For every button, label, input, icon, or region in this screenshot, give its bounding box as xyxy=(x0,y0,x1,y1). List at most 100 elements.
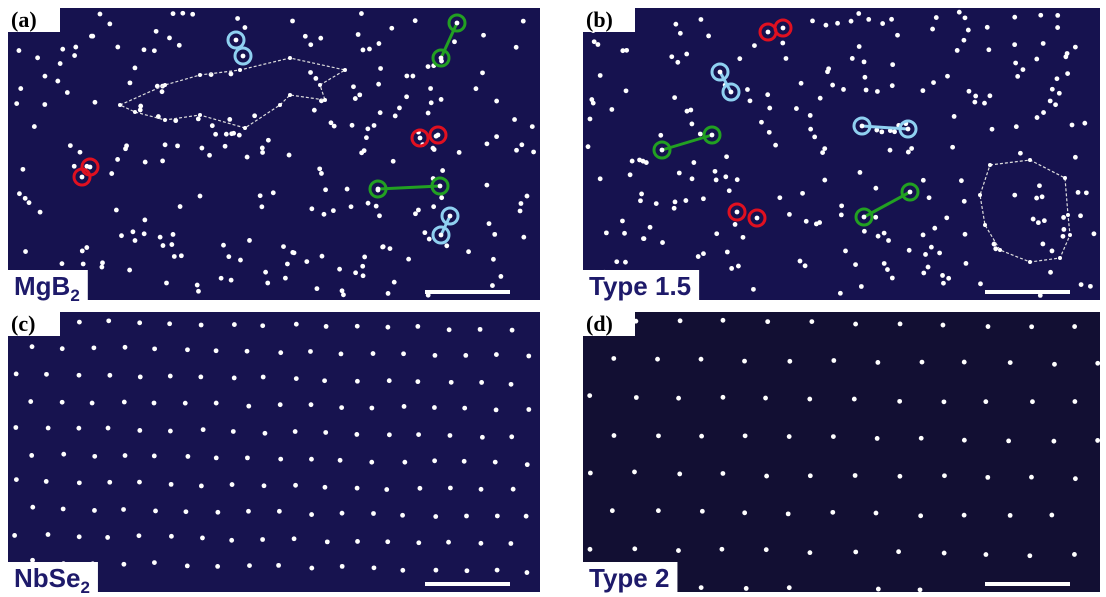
vortex xyxy=(962,438,967,443)
vortex xyxy=(61,507,66,512)
vortex xyxy=(727,188,732,193)
vortex xyxy=(238,258,243,263)
panel-name: MgB2 xyxy=(14,271,80,305)
vortex xyxy=(152,401,157,406)
vortex xyxy=(30,558,35,563)
vortex xyxy=(227,117,232,122)
vortex xyxy=(927,195,932,200)
vortex xyxy=(856,11,861,16)
vortex xyxy=(718,70,723,75)
vortex xyxy=(897,399,902,404)
vortex xyxy=(260,323,265,328)
vortex xyxy=(137,428,142,433)
vortex xyxy=(265,281,270,286)
vortex xyxy=(115,157,120,162)
vortex xyxy=(90,401,95,406)
vortex xyxy=(752,43,757,48)
vortex xyxy=(14,101,19,106)
vortex xyxy=(706,34,711,39)
vortex xyxy=(337,267,342,272)
vortex xyxy=(1055,25,1060,30)
vortex xyxy=(950,145,955,150)
vortex xyxy=(1048,270,1053,275)
vortex xyxy=(434,568,439,573)
vortex xyxy=(323,98,327,102)
vortex xyxy=(1088,284,1093,289)
vortex xyxy=(77,480,82,485)
vortex xyxy=(196,289,201,294)
vortex xyxy=(830,510,835,515)
vortex xyxy=(354,432,359,437)
vortex xyxy=(491,257,496,262)
vortex xyxy=(199,323,204,328)
vortex xyxy=(909,146,914,151)
vortex xyxy=(376,187,381,192)
vortex xyxy=(487,221,492,226)
vortex xyxy=(278,457,283,462)
vortex xyxy=(701,251,706,256)
vortex xyxy=(623,260,628,265)
vortex xyxy=(1036,220,1041,225)
vortex xyxy=(1029,475,1034,480)
vortex xyxy=(985,25,990,30)
vortex xyxy=(859,284,864,289)
vortex xyxy=(862,229,867,234)
vortex xyxy=(696,254,701,259)
vortex xyxy=(808,113,813,118)
vortex xyxy=(1031,217,1036,222)
vortex xyxy=(921,178,926,183)
vortex xyxy=(639,192,644,197)
vortex xyxy=(245,155,250,160)
vortex xyxy=(72,53,77,58)
vortex xyxy=(201,427,206,432)
figure: (a)MgB2(b)Type 1.5(c)NbSe2(d)Type 2 xyxy=(0,0,1106,597)
vortex xyxy=(1053,102,1058,107)
vortex xyxy=(963,232,968,237)
vortex xyxy=(978,193,982,197)
vortex xyxy=(919,436,924,441)
vortex xyxy=(962,38,967,43)
vortex xyxy=(1073,476,1078,481)
vortex xyxy=(381,244,386,249)
vortex xyxy=(929,245,934,250)
vortex xyxy=(17,48,22,53)
vortex xyxy=(677,171,682,176)
vortex xyxy=(152,346,157,351)
vortex xyxy=(172,254,177,259)
vortex xyxy=(426,64,431,69)
vortex xyxy=(654,201,659,206)
vortex xyxy=(484,183,489,188)
vortex xyxy=(161,243,166,248)
vortex xyxy=(986,47,991,52)
vortex xyxy=(221,243,226,248)
vortex xyxy=(852,397,857,402)
vortex xyxy=(229,538,234,543)
vortex xyxy=(892,129,897,134)
vortex xyxy=(322,212,327,217)
vortex xyxy=(808,473,813,478)
vortex xyxy=(439,56,444,61)
panel-name-text: Type 1.5 xyxy=(589,271,691,301)
vortex xyxy=(879,129,884,134)
vortex xyxy=(525,462,530,467)
vortex xyxy=(983,399,988,404)
vortex xyxy=(1028,260,1032,264)
vortex xyxy=(889,17,894,22)
vortex xyxy=(673,22,678,27)
vortex xyxy=(655,357,660,362)
vortex xyxy=(357,92,362,97)
vortex xyxy=(356,32,361,37)
vortex xyxy=(526,354,531,359)
vortex xyxy=(185,563,190,568)
vortex xyxy=(983,223,987,227)
vortex xyxy=(498,274,503,279)
vortex xyxy=(78,150,83,155)
vortex xyxy=(308,349,313,354)
vortex xyxy=(309,566,314,571)
vortex xyxy=(245,455,250,460)
vortex xyxy=(377,213,382,218)
vortex xyxy=(318,83,322,87)
vortex xyxy=(293,483,298,488)
vortex xyxy=(1078,213,1083,218)
vortex xyxy=(142,231,147,236)
